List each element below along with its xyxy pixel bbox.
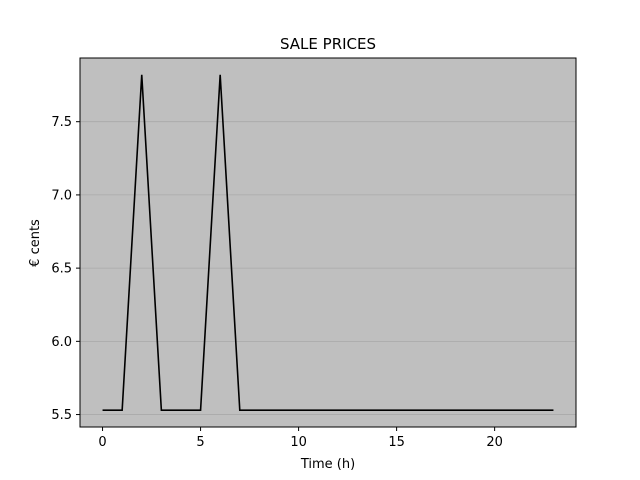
x-tick-label: 0 [98, 435, 106, 450]
series-group [102, 74, 554, 411]
y-tick-label: 7.5 [51, 115, 72, 130]
y-tick-label: 6.5 [51, 262, 72, 277]
x-axis: 0 5 10 15 20 [98, 427, 503, 450]
plot-area [80, 58, 576, 427]
series-line [102, 74, 554, 411]
y-tick-label: 7.0 [51, 188, 72, 203]
plot-frame [79, 57, 577, 428]
grid-lines [80, 121, 576, 415]
x-tick-label: 10 [290, 435, 307, 450]
x-tick-label: 20 [486, 435, 503, 450]
chart-title: SALE PRICES [280, 35, 376, 53]
y-axis-title: € cents [28, 219, 43, 267]
x-tick-label: 15 [388, 435, 405, 450]
x-tick-label: 5 [196, 435, 204, 450]
y-tick-label: 6.0 [51, 335, 72, 350]
y-tick-label: 5.5 [51, 408, 72, 423]
x-axis-title: Time (h) [300, 457, 355, 472]
y-axis: 5.5 6.0 6.5 7.0 7.5 [51, 115, 80, 423]
